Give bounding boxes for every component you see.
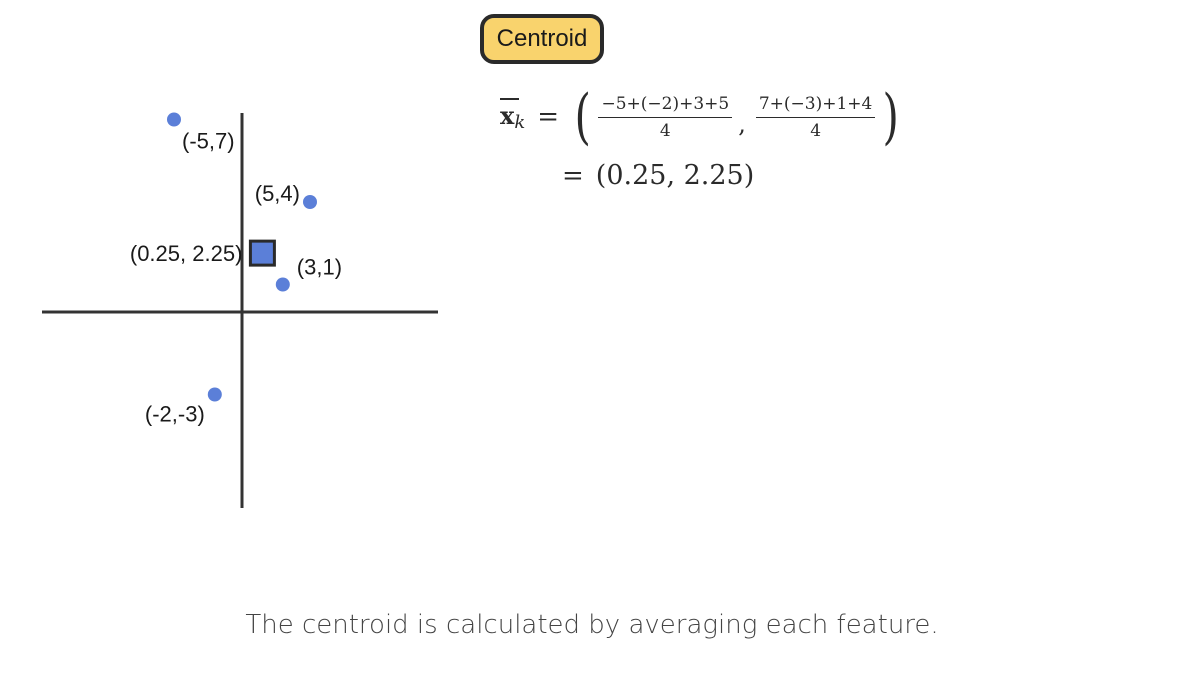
data-point-label: (-5,7) <box>182 129 235 154</box>
formula-row-2: = (0.25, 2.25) <box>550 160 754 191</box>
fraction-y-denominator: 4 <box>810 120 822 141</box>
formula-equals: = <box>537 102 560 132</box>
caption: The centroid is calculated by averaging … <box>245 610 939 640</box>
left-paren: ( <box>574 82 591 152</box>
centroid-badge: Centroid <box>480 14 604 64</box>
right-paren: ) <box>882 82 900 152</box>
data-point-label: (5,4) <box>255 181 300 206</box>
formula-row-1: xk = ( −5+(−2)+3+5 4 , 7+(−3)+1+4 4 ) <box>500 84 903 150</box>
centroid-label: (0.25, 2.25) <box>130 241 243 266</box>
scatter-plot: (-5,7) (5,4) (3,1) (-2,-3) (0.25, 2.25) <box>42 112 438 508</box>
data-point <box>167 112 181 127</box>
formula-lhs: xk <box>500 98 525 133</box>
data-point <box>303 195 317 209</box>
centroid-marker <box>248 239 276 267</box>
fraction-x: −5+(−2)+3+5 4 <box>598 94 733 141</box>
formula-result: (0.25, 2.25) <box>595 160 755 191</box>
fraction-y: 7+(−3)+1+4 4 <box>755 94 876 141</box>
fraction-x-denominator: 4 <box>659 120 671 141</box>
data-point <box>207 387 222 402</box>
data-point <box>275 277 290 292</box>
centroid-badge-label: Centroid <box>496 25 588 52</box>
fraction-y-numerator: 7+(−3)+1+4 <box>755 94 876 118</box>
data-point-label: (-2,-3) <box>145 402 205 427</box>
formula-comma: , <box>738 110 746 138</box>
formula-equals-2: = <box>562 160 584 191</box>
data-point-label: (3,1) <box>297 255 342 280</box>
fraction-x-numerator: −5+(−2)+3+5 <box>598 94 733 118</box>
